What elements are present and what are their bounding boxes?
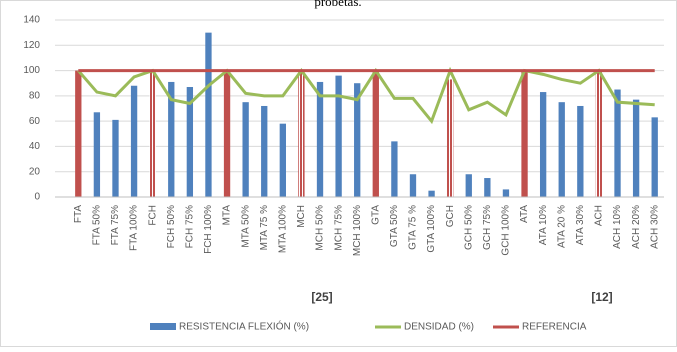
bar <box>279 123 286 197</box>
y-tick-label: 120 <box>23 40 40 51</box>
x-tick-label: FCH 100% <box>203 205 214 254</box>
legend-swatch <box>150 323 176 330</box>
x-tick-label: ATA 30% <box>575 205 586 245</box>
group-label: [12] <box>591 290 612 304</box>
bar <box>298 70 305 197</box>
bar <box>651 117 658 197</box>
x-tick-label: FCH 50% <box>166 205 177 248</box>
x-tick-label: MCH 100% <box>352 205 363 256</box>
bar <box>149 70 156 197</box>
bar <box>484 178 491 197</box>
legend-label: RESISTENCIA FLEXIÓN (%) <box>179 320 309 333</box>
bar <box>539 92 547 197</box>
x-tick-label: GTA <box>370 205 381 225</box>
x-tick-label: MTA 75 % <box>259 205 270 250</box>
bar <box>242 102 249 197</box>
bar <box>372 70 379 197</box>
bar <box>205 32 212 198</box>
y-tick-label: 80 <box>29 90 41 101</box>
x-tick-label: FTA 75% <box>110 205 121 245</box>
bar <box>75 70 82 197</box>
bar <box>186 87 194 197</box>
legend-label: REFERENCIA <box>522 322 587 333</box>
y-tick-label: 40 <box>29 141 41 152</box>
y-tick-label: 0 <box>34 192 40 203</box>
x-tick-label: GTA 100% <box>426 205 437 253</box>
x-tick-label: ATA <box>519 205 530 223</box>
chart-title: probetas. <box>314 0 361 9</box>
bar <box>595 70 603 197</box>
bar <box>223 70 231 197</box>
y-tick-label: 100 <box>23 65 40 76</box>
x-tick-label: GCH <box>445 205 456 227</box>
y-tick-label: 20 <box>29 166 41 177</box>
bar <box>354 83 361 197</box>
x-tick-label: ACH 30% <box>649 205 660 249</box>
x-tick-label: MCH <box>296 205 307 228</box>
group-label: [25] <box>311 290 332 304</box>
bar <box>130 85 138 197</box>
x-tick-label: FCH 75% <box>185 205 196 248</box>
x-tick-label: FCH <box>147 205 158 226</box>
bar <box>93 112 101 197</box>
x-tick-label: FTA 100% <box>129 205 140 251</box>
bar <box>577 105 584 197</box>
bar <box>521 70 528 197</box>
bar <box>465 174 472 197</box>
x-tick-label: ACH 20% <box>631 205 642 249</box>
bar <box>316 81 324 197</box>
x-tick-label: MCH 75% <box>333 205 344 251</box>
x-tick-label: ACH <box>594 205 605 226</box>
y-tick-label: 60 <box>29 116 41 127</box>
x-tick-label: FTA 50% <box>92 205 103 245</box>
x-tick-label: FTA <box>73 205 84 223</box>
x-tick-label: MTA 50% <box>240 205 251 248</box>
bar <box>428 190 435 197</box>
bar <box>614 89 621 197</box>
x-tick-label: ATA 20 % <box>556 205 567 248</box>
x-tick-label: ATA 10% <box>538 205 549 245</box>
x-tick-label: MCH 50% <box>315 205 326 251</box>
bar <box>502 189 510 197</box>
y-tick-label: 140 <box>23 15 40 26</box>
x-tick-label: GTA 50% <box>389 205 400 247</box>
legend-label: DENSIDAD (%) <box>404 322 474 333</box>
bar <box>409 174 417 197</box>
bar <box>168 81 175 197</box>
x-tick-label: GCH 75% <box>482 205 493 250</box>
x-tick-label: GTA 75 % <box>408 205 419 250</box>
bar <box>261 105 268 197</box>
bar <box>447 79 454 197</box>
x-tick-label: GCH 100% <box>501 205 512 256</box>
bar <box>335 75 342 197</box>
bar <box>558 102 565 197</box>
bar <box>112 119 119 197</box>
bar <box>632 99 640 197</box>
x-tick-label: MTA 100% <box>277 205 288 253</box>
x-tick-label: GCH 50% <box>463 205 474 250</box>
line <box>77 66 655 125</box>
x-tick-label: MTA <box>222 205 233 226</box>
bar <box>391 141 398 197</box>
x-tick-label: ACH 10% <box>612 205 623 249</box>
